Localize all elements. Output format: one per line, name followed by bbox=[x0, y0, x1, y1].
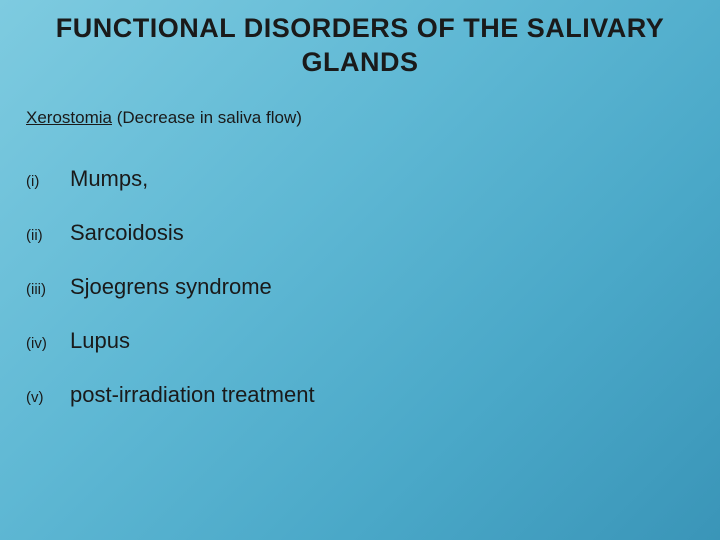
item-marker: (iv) bbox=[26, 335, 70, 352]
item-label: Mumps, bbox=[70, 166, 148, 192]
item-label: Sjoegrens syndrome bbox=[70, 274, 272, 300]
list-item: (i) Mumps, bbox=[26, 166, 696, 192]
item-marker: (v) bbox=[26, 389, 70, 406]
item-marker: (ii) bbox=[26, 227, 70, 244]
subtitle-definition: (Decrease in saliva flow) bbox=[112, 108, 302, 127]
item-marker: (i) bbox=[26, 173, 70, 190]
item-list: (i) Mumps, (ii) Sarcoidosis (iii) Sjoegr… bbox=[24, 166, 696, 408]
list-item: (ii) Sarcoidosis bbox=[26, 220, 696, 246]
item-label: Lupus bbox=[70, 328, 130, 354]
item-marker: (iii) bbox=[26, 281, 70, 298]
list-item: (iii) Sjoegrens syndrome bbox=[26, 274, 696, 300]
slide-title: FUNCTIONAL DISORDERS OF THE SALIVARY GLA… bbox=[24, 12, 696, 80]
list-item: (iv) Lupus bbox=[26, 328, 696, 354]
subtitle-term: Xerostomia bbox=[26, 108, 112, 127]
item-label: Sarcoidosis bbox=[70, 220, 184, 246]
list-item: (v) post-irradiation treatment bbox=[26, 382, 696, 408]
slide-container: FUNCTIONAL DISORDERS OF THE SALIVARY GLA… bbox=[0, 0, 720, 540]
slide-subtitle: Xerostomia (Decrease in saliva flow) bbox=[24, 108, 696, 128]
item-label: post-irradiation treatment bbox=[70, 382, 315, 408]
